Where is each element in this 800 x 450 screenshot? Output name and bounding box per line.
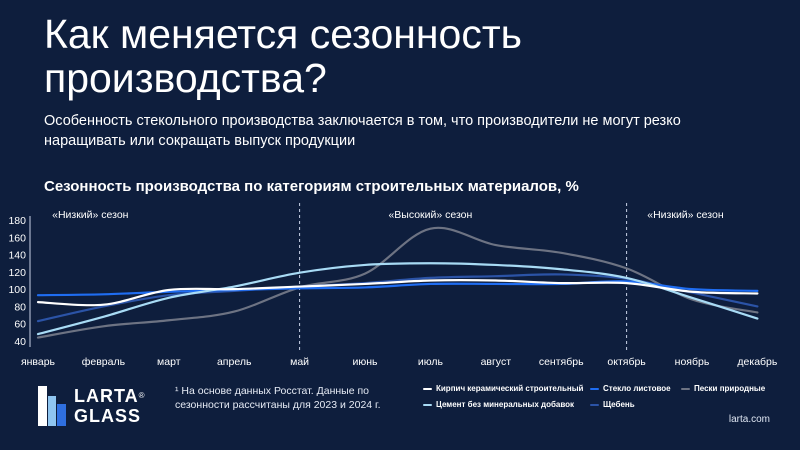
x-tick-label: июль <box>418 356 444 368</box>
x-tick-label: ноябрь <box>675 356 710 368</box>
y-tick-label: 180 <box>8 215 26 227</box>
footnote: ¹ На основе данных Росстат. Данные по се… <box>175 385 381 411</box>
legend-swatch <box>681 387 690 390</box>
x-tick-label: январь <box>21 356 56 368</box>
legend-swatch <box>590 387 599 390</box>
site-link[interactable]: larta.com <box>728 414 770 425</box>
larta-glass-logo: LARTA® GLASS <box>38 386 158 430</box>
x-tick-label: сентябрь <box>539 356 584 368</box>
x-tick-label: июнь <box>352 356 378 368</box>
series-line-0 <box>36 279 759 307</box>
y-tick-label: 60 <box>14 319 26 331</box>
page-title: Как меняется сезонность производства? <box>44 11 522 101</box>
x-tick-label: апрель <box>217 356 252 368</box>
legend-item: Стекло листовое <box>590 384 671 393</box>
legend-item: Пески природные <box>681 384 765 393</box>
season-label: «Низкий» сезон <box>647 209 724 221</box>
x-tick-label: август <box>481 356 512 368</box>
y-tick-label: 40 <box>14 336 26 348</box>
legend-label: Щебень <box>603 400 635 409</box>
y-axis: 40 60 80 100 120 140 160 180 <box>8 215 31 348</box>
chart-title: Сезонность производства по категориям ст… <box>44 178 579 195</box>
logo-line-2: GLASS <box>74 406 142 426</box>
legend-swatch <box>423 387 432 390</box>
x-axis: январь февраль март апрель май июнь июль август… <box>21 356 778 368</box>
logo-text: LARTA® GLASS <box>74 386 146 426</box>
y-tick-label: 100 <box>8 284 26 296</box>
y-tick-label: 160 <box>8 232 26 244</box>
legend-label: Цемент без минеральных добавок <box>436 400 575 409</box>
x-tick-label: февраль <box>82 356 126 368</box>
x-tick-label: март <box>157 356 181 368</box>
legend-item: Кирпич керамический строительный <box>423 384 583 393</box>
legend-swatch <box>590 403 599 406</box>
seasonality-line-chart: 40 60 80 100 120 140 160 180 «Низкий» сезон «Выс… <box>8 203 778 368</box>
x-tick-label: декабрь <box>737 356 777 368</box>
y-tick-label: 120 <box>8 267 26 279</box>
y-tick-label: 140 <box>8 250 26 262</box>
season-labels: «Низкий» сезон «Высокий» сезон «Низкий» се… <box>52 209 724 221</box>
legend-label: Пески природные <box>694 384 766 393</box>
legend-label: Кирпич керамический строительный <box>436 384 584 393</box>
logo-line-1: LARTA® <box>74 386 146 406</box>
x-tick-label: май <box>290 356 309 368</box>
season-label: «Высокий» сезон <box>388 209 472 221</box>
chart-legend: Кирпич керамический строительный Стекло … <box>423 384 783 414</box>
legend-item: Цемент без минеральных добавок <box>423 400 574 409</box>
x-tick-label: октябрь <box>607 356 646 368</box>
series-line-2 <box>36 226 759 339</box>
series-line-3 <box>36 262 759 336</box>
series-lines <box>36 226 759 339</box>
logo-mark-icon <box>38 386 66 426</box>
season-label: «Низкий» сезон <box>52 209 129 221</box>
legend-swatch <box>423 403 432 406</box>
legend-item: Щебень <box>590 400 635 409</box>
legend-label: Стекло листовое <box>603 384 671 393</box>
page-subtitle: Особенность стекольного производства зак… <box>44 113 681 149</box>
y-tick-label: 80 <box>14 301 26 313</box>
